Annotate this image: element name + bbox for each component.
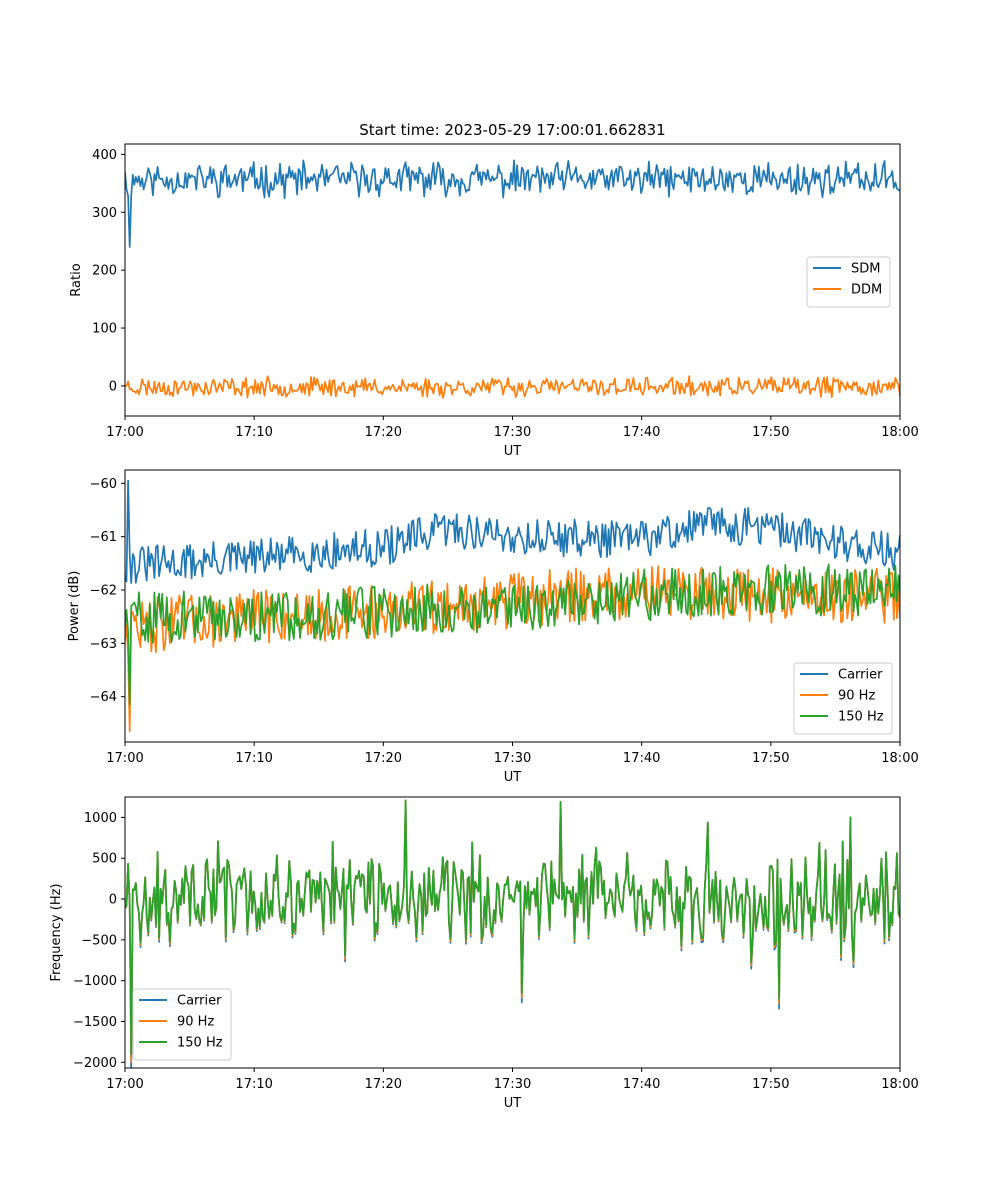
- series-line-ddm: [125, 375, 900, 399]
- legend: Carrier 90 Hz 150 Hz: [132, 988, 232, 1061]
- legend-label: DDM: [851, 283, 882, 298]
- y-tick-label: 200: [92, 264, 117, 279]
- x-tick-label: 17:50: [752, 751, 789, 766]
- legend-box: [806, 256, 891, 308]
- y-tick-label: 500: [92, 852, 117, 867]
- x-tick-label: 17:20: [365, 1077, 402, 1092]
- x-tick-label: 17:40: [623, 751, 660, 766]
- x-tick-label: 17:50: [752, 425, 789, 440]
- x-tick-label: 18:00: [881, 1077, 918, 1092]
- x-tick-label: 17:10: [235, 425, 272, 440]
- y-tick-label: −500: [81, 933, 117, 948]
- y-tick-label: 1000: [84, 811, 117, 826]
- series-line-sdm: [125, 159, 900, 248]
- panels: 17:00 17:10 17:20 17:30 17:40 17:50 18:00 400 30…: [49, 143, 919, 1111]
- x-tick-label: 17:10: [235, 1077, 272, 1092]
- y-tick-label: −62: [90, 584, 117, 599]
- x-tick-label: 17:00: [106, 425, 143, 440]
- panel-1: 17:00 17:10 17:20 17:30 17:40 17:50 18:00 400 30…: [69, 143, 919, 459]
- x-tick-label: 17:20: [365, 425, 402, 440]
- y-axis-label: Frequency (Hz): [49, 883, 64, 981]
- y-tick-label: 0: [109, 379, 117, 394]
- x-axis-label: UT: [504, 770, 522, 785]
- y-axis-label: Power (dB): [67, 571, 82, 642]
- x-tick-label: 18:00: [881, 425, 918, 440]
- x-axis-label: UT: [504, 1096, 522, 1111]
- series-line-150-hz: [125, 799, 900, 1055]
- y-tick-label: 400: [92, 148, 117, 163]
- series-line-carrier: [125, 479, 900, 584]
- series-group: [125, 159, 900, 399]
- y-axis-label: Ratio: [69, 263, 84, 296]
- y-tick-label: −63: [90, 637, 117, 652]
- legend-label: SDM: [851, 262, 880, 277]
- y-tick-label: −1500: [73, 1015, 117, 1030]
- y-tick-label: −60: [90, 477, 117, 492]
- legend-label: Carrier: [177, 994, 222, 1009]
- x-tick-label: 17:30: [494, 751, 531, 766]
- y-tick-label: −61: [90, 530, 117, 545]
- y-tick-label: −2000: [73, 1056, 117, 1071]
- x-tick-label: 17:40: [623, 425, 660, 440]
- y-tick-label: 300: [92, 206, 117, 221]
- x-tick-label: 18:00: [881, 751, 918, 766]
- y-tick-label: −64: [90, 690, 117, 705]
- legend: SDM DDM: [806, 256, 891, 308]
- chart-title: Start time: 2023-05-29 17:00:01.662831: [359, 121, 665, 139]
- x-tick-label: 17:30: [494, 1077, 531, 1092]
- series-group: [125, 799, 900, 1068]
- x-tick-label: 17:00: [106, 1077, 143, 1092]
- x-tick-label: 17:10: [235, 751, 272, 766]
- x-axis-label: UT: [504, 444, 522, 459]
- x-tick-label: 17:30: [494, 425, 531, 440]
- legend-label: Carrier: [838, 668, 883, 683]
- x-tick-label: 17:00: [106, 751, 143, 766]
- y-tick-label: 100: [92, 322, 117, 337]
- legend-label: 150 Hz: [177, 1036, 223, 1051]
- x-tick-label: 17:40: [623, 1077, 660, 1092]
- series-line-150-hz: [125, 563, 900, 706]
- legend-label: 90 Hz: [177, 1015, 214, 1030]
- series-group: [125, 479, 900, 733]
- legend-label: 150 Hz: [838, 710, 884, 725]
- y-tick-label: −1000: [73, 974, 117, 989]
- panel-2: 17:00 17:10 17:20 17:30 17:40 17:50 18:00 −60 −6…: [67, 469, 919, 785]
- y-tick-label: 0: [109, 893, 117, 908]
- x-tick-label: 17:20: [365, 751, 402, 766]
- legend: Carrier 90 Hz 150 Hz: [793, 662, 893, 735]
- x-tick-label: 17:50: [752, 1077, 789, 1092]
- panel-3: 17:00 17:10 17:20 17:30 17:40 17:50 18:00 1000 5…: [49, 796, 919, 1111]
- legend-label: 90 Hz: [838, 689, 875, 704]
